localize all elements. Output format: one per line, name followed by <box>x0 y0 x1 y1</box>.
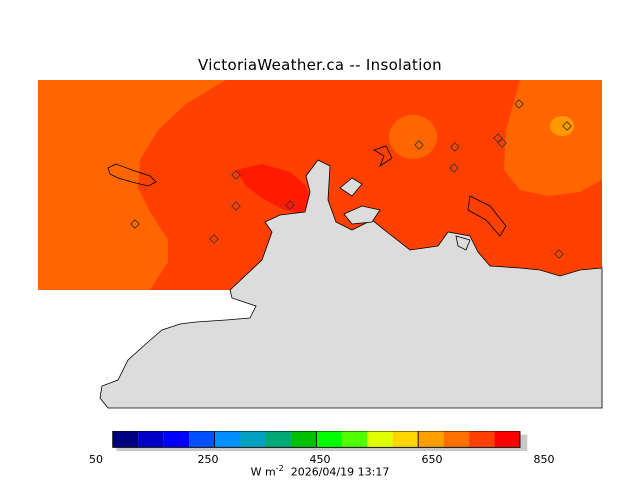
colorbar-cell <box>163 431 190 448</box>
colorbar-cell <box>341 431 368 448</box>
landmass-in-field <box>229 159 602 290</box>
inlet-shape-3 <box>455 235 471 251</box>
station-marker <box>450 142 460 152</box>
insolation-field-low-east <box>504 80 602 196</box>
station-marker <box>209 234 219 244</box>
station-marker <box>562 121 572 131</box>
insolation-field-low-spot <box>550 116 574 136</box>
colorbar-frame <box>112 431 521 448</box>
colorbar-cell <box>367 431 393 448</box>
colorbar-cell <box>494 431 520 448</box>
station-marker <box>497 138 507 148</box>
colorbar-cell <box>469 431 495 448</box>
bay-shape-2 <box>343 205 381 225</box>
unit-label: W m <box>250 465 276 479</box>
colorbar-cell <box>214 431 240 448</box>
station-marker <box>130 219 140 229</box>
colorbar-cell <box>265 431 291 448</box>
inlet-shape-2 <box>467 195 507 237</box>
colorbar-cell <box>290 431 317 448</box>
station-marker <box>449 163 459 173</box>
bay-shape <box>339 177 363 197</box>
colorbar-cell <box>112 431 139 448</box>
insolation-field-peak <box>236 164 312 214</box>
island <box>107 163 157 187</box>
station-marker <box>231 170 241 180</box>
colorbar-cell <box>189 431 215 448</box>
station-marker <box>231 201 241 211</box>
colorbar-cell <box>443 431 470 448</box>
station-marker <box>514 99 524 109</box>
colorbar-cell <box>316 431 342 448</box>
colorbar-tick-label: 850 <box>533 453 555 466</box>
colorbar <box>112 431 528 451</box>
colorbar-cell <box>418 431 444 448</box>
colorbar-tick-label: 650 <box>421 453 443 466</box>
colorbar-cell <box>392 431 419 448</box>
station-markers <box>130 99 572 259</box>
insolation-field-main <box>138 80 602 290</box>
colorbar-caption: W m-2 2026/04/19 13:17 <box>0 464 640 479</box>
colorbar-tick-label: 250 <box>197 453 219 466</box>
station-marker <box>554 249 564 259</box>
chart-title: VictoriaWeather.ca -- Insolation <box>198 56 442 74</box>
unit-exponent: -2 <box>275 464 284 473</box>
colorbar-tick-label: 50 <box>89 453 103 466</box>
insolation-field-low-center <box>389 115 437 159</box>
colorbar-cell <box>240 431 266 448</box>
station-marker <box>285 200 295 210</box>
colorbar-cell <box>138 431 164 448</box>
timestamp: 2026/04/19 13:17 <box>290 465 390 479</box>
station-marker <box>414 140 424 150</box>
colorbar-tick-label: 450 <box>309 453 331 466</box>
inlet-shape <box>373 145 393 168</box>
